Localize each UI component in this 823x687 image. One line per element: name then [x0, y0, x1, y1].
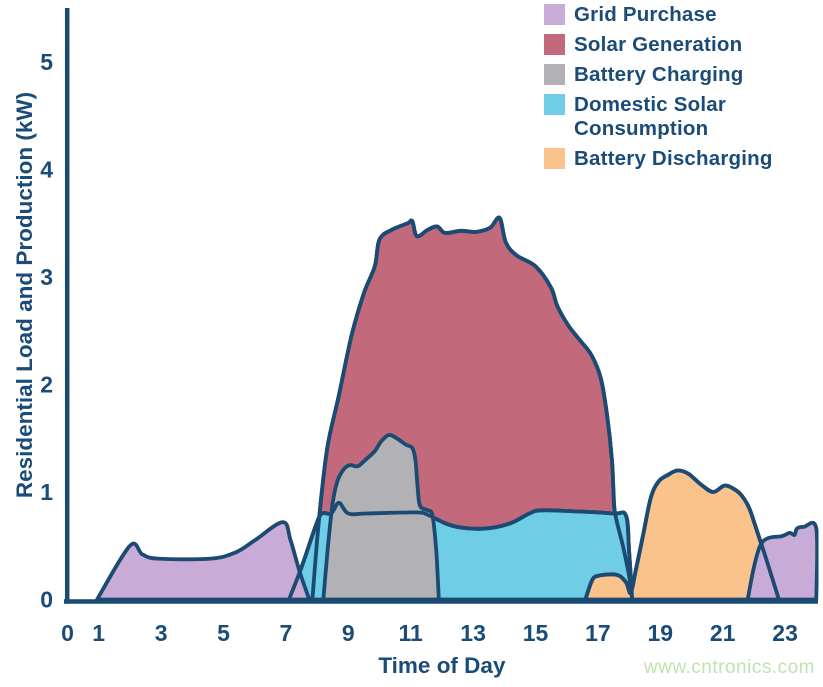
x-axis-title: Time of Day [378, 653, 506, 678]
legend-item-2: Battery Charging [544, 63, 812, 86]
legend-label-1: Solar Generation [574, 33, 743, 57]
x-tick-label-21: 21 [710, 620, 736, 646]
x-tick-label-19: 19 [648, 620, 674, 646]
x-tick-label-15: 15 [523, 620, 549, 646]
y-tick-label-4: 4 [40, 157, 53, 183]
chart-legend: Grid Purchase Solar Generation Battery Cha… [544, 3, 812, 177]
legend-swatch-1 [544, 34, 565, 56]
series-areas [95, 215, 819, 601]
y-tick-label-1: 1 [40, 479, 53, 505]
y-tick-label-0: 0 [40, 587, 53, 613]
y-tick-label-2: 2 [40, 372, 53, 398]
legend-label-4: Battery Discharging [574, 146, 773, 170]
legend-label-2: Battery Charging [574, 63, 744, 87]
outline-domestic-solar-consumption [287, 500, 635, 601]
legend-item-3: Domestic Solar Consumption [544, 93, 812, 140]
y-axis-title: Residential Load and Production (kW) [12, 92, 37, 498]
legend-swatch-3 [544, 94, 565, 116]
x-tick-label-13: 13 [460, 620, 486, 646]
x-tick-label-9: 9 [342, 620, 355, 646]
x-tick-label-11: 11 [399, 620, 424, 646]
y-tick-label-5: 5 [40, 49, 53, 75]
watermark-text: www.cntronics.com [643, 657, 815, 678]
legend-swatch-4 [544, 147, 565, 169]
x-tick-label-5: 5 [217, 620, 230, 646]
area-grid-purchase-evening [745, 520, 819, 601]
legend-item-4: Battery Discharging [544, 147, 812, 170]
legend-swatch-0 [544, 4, 565, 25]
x-tick-label-23: 23 [772, 620, 798, 646]
legend-swatch-2 [544, 64, 565, 86]
x-tick-label-3: 3 [155, 620, 168, 646]
x-tick-label-1: 1 [92, 620, 105, 646]
outline-battery-discharging [583, 468, 781, 601]
legend-label-3: Domestic Solar Consumption [574, 93, 727, 140]
x-tick-label-0: 0 [61, 620, 74, 646]
legend-item-1: Solar Generation [544, 33, 812, 56]
y-tick-label-3: 3 [40, 264, 53, 290]
x-tick-label-17: 17 [585, 620, 611, 646]
legend-label-0: Grid Purchase [574, 3, 717, 26]
area-grid-purchase-morning [95, 520, 312, 601]
legend-item-0: Grid Purchase [544, 3, 812, 26]
x-tick-label-7: 7 [280, 620, 293, 646]
area-battery-charging [321, 433, 441, 601]
outline-solar-generation [310, 215, 635, 601]
